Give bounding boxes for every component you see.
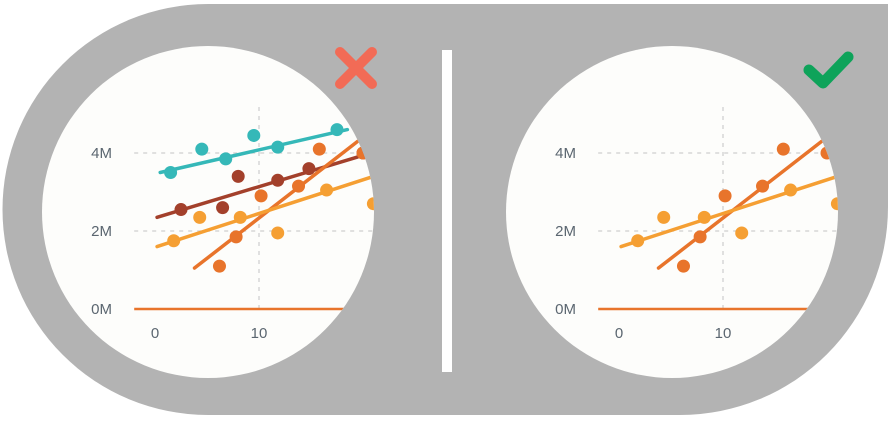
axis-labels: 4M 2M 0M 0 10: [555, 145, 731, 342]
data-point: [254, 189, 268, 203]
data-point: [830, 197, 838, 211]
data-point: [247, 128, 261, 142]
data-point: [693, 230, 707, 244]
chart-circle: [42, 46, 374, 378]
trend-line: [158, 127, 350, 175]
y-tick-label: 4M: [555, 145, 576, 162]
x-mark-stroke: [335, 47, 377, 89]
data-point: [718, 189, 732, 203]
x-tick-label: 0: [151, 325, 159, 342]
data-point: [229, 230, 243, 244]
data-point: [174, 203, 188, 217]
data-point: [233, 210, 247, 224]
data-point: [676, 259, 690, 273]
data-point: [776, 142, 790, 156]
data-point: [216, 201, 230, 215]
y-tick-label: 0M: [91, 301, 112, 318]
wrong-example-panel: 4M 2M 0M 0 10: [42, 46, 377, 378]
x-tick-label: 0: [615, 325, 623, 342]
data-point: [312, 142, 326, 156]
data-point: [271, 226, 285, 240]
data-point: [212, 259, 226, 273]
correct-example-panel: 4M 2M 0M 0 10: [506, 46, 854, 378]
trend-line: [619, 174, 838, 249]
data-point: [756, 179, 770, 193]
data-point: [302, 162, 316, 176]
axis-labels: 4M 2M 0M 0 10: [91, 145, 267, 342]
series-yellow: [155, 174, 374, 249]
data-point: [164, 166, 178, 179]
data-point: [193, 210, 207, 224]
scatter-plot: [598, 102, 838, 311]
data-point: [330, 123, 344, 137]
data-point: [697, 210, 711, 224]
x-mark-icon: [335, 47, 377, 89]
trend-line: [656, 139, 824, 270]
data-point: [195, 142, 209, 156]
data-point: [320, 183, 334, 197]
data-point: [271, 140, 285, 154]
data-point: [657, 210, 671, 224]
data-point: [167, 234, 181, 248]
y-tick-label: 2M: [91, 223, 112, 240]
scatter-plot: [134, 102, 374, 311]
y-tick-label: 4M: [91, 145, 112, 162]
data-point: [631, 234, 645, 248]
data-point: [292, 179, 306, 193]
chart-circle: [506, 46, 838, 378]
data-point: [784, 183, 798, 197]
panel-divider: [442, 50, 452, 372]
data-point: [271, 173, 285, 187]
x-tick-label: 10: [715, 325, 732, 342]
trend-line: [155, 174, 374, 249]
data-point: [366, 197, 374, 211]
data-point: [735, 226, 749, 240]
check-mark-icon: [803, 51, 854, 89]
y-tick-label: 0M: [555, 301, 576, 318]
series-yellow: [619, 174, 838, 249]
x-tick-label: 10: [251, 325, 268, 342]
trend-line: [192, 139, 360, 270]
data-point: [231, 169, 245, 183]
y-tick-label: 2M: [555, 223, 576, 240]
check-mark-stroke: [803, 51, 854, 89]
series-orange: [192, 139, 370, 273]
series-teal: [158, 123, 350, 179]
data-point: [219, 152, 233, 166]
